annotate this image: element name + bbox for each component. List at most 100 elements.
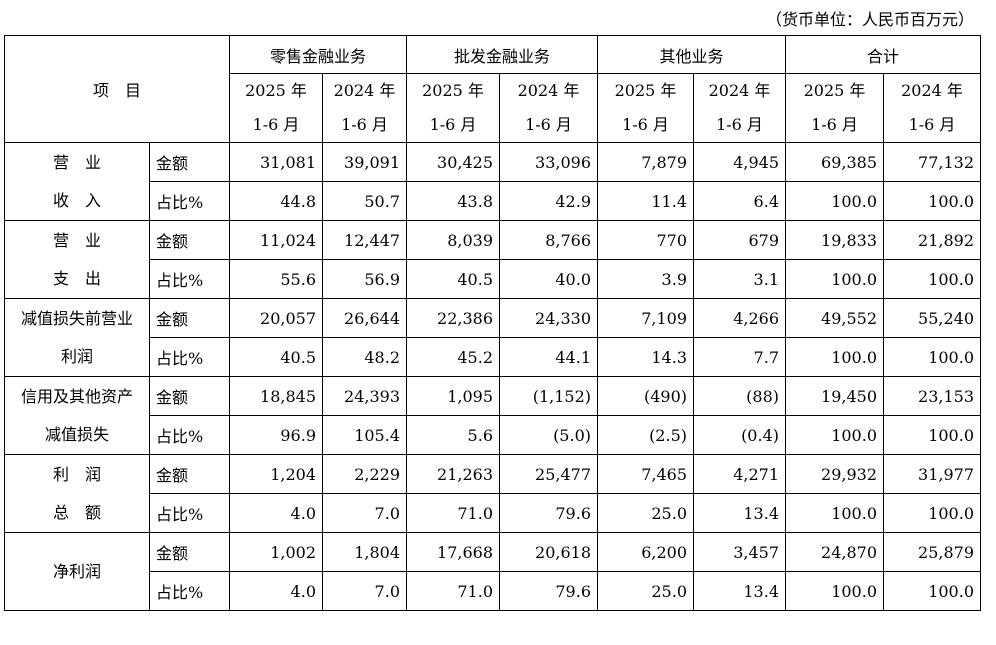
value-cell: 39,091 (322, 142, 407, 182)
value-cell: 3.9 (597, 259, 694, 299)
value-cell: 14.3 (597, 337, 694, 377)
value-cell: 44.1 (499, 337, 598, 377)
metric-label: 金额 (149, 298, 230, 338)
value-cell: 17,668 (406, 532, 500, 572)
value-cell: 1,002 (229, 532, 323, 572)
value-cell: 4,945 (693, 142, 786, 182)
value-cell: 25.0 (597, 493, 694, 533)
table-row: 净利润 金额 1,002 1,804 17,668 20,618 6,200 3,457 24,… (4, 532, 981, 611)
metric-label: 金额 (149, 454, 230, 494)
value-cell: 79.6 (499, 493, 598, 533)
value-cell: 7.7 (693, 337, 786, 377)
value-cell: 7.0 (322, 493, 407, 533)
value-cell: 7,879 (597, 142, 694, 182)
value-cell: 77,132 (883, 142, 981, 182)
value-cell: 100.0 (883, 337, 981, 377)
value-cell: 2,229 (322, 454, 407, 494)
value-cell: 100.0 (883, 259, 981, 299)
value-cell: 100.0 (785, 415, 884, 455)
table-row: 占比% 4.0 7.0 71.0 79.6 25.0 13.4 100.0 100.0 (5, 493, 981, 533)
metric-label: 金额 (149, 532, 230, 572)
header-row-periods: 2025 年 1-6 月 2024 年 1-6 月 2025 年 1-6 月 2024… (5, 73, 981, 143)
value-cell: 19,450 (785, 376, 884, 416)
value-cell: 7.0 (322, 571, 407, 611)
value-cell: 24,870 (785, 532, 884, 572)
header-period-cell: 2024 年 1-6 月 (499, 73, 598, 143)
value-cell: 25.0 (597, 571, 694, 611)
value-cell: 26,644 (322, 298, 407, 338)
currency-unit-note: （货币单位：人民币百万元） (765, 10, 974, 29)
value-cell: 100.0 (883, 571, 981, 611)
row-label: 营 业支 出 (4, 220, 150, 299)
value-cell: 13.4 (693, 493, 786, 533)
value-cell: (5.0) (499, 415, 598, 455)
value-cell: 5.6 (406, 415, 500, 455)
value-cell: 55,240 (883, 298, 981, 338)
value-cell: 8,039 (406, 220, 500, 260)
value-cell: 71.0 (406, 493, 500, 533)
value-cell: 100.0 (785, 493, 884, 533)
value-cell: 7,109 (597, 298, 694, 338)
value-cell: 96.9 (229, 415, 323, 455)
value-cell: (490) (597, 376, 694, 416)
value-cell: 19,833 (785, 220, 884, 260)
value-cell: 40.5 (406, 259, 500, 299)
row-label: 净利润 (4, 532, 150, 611)
value-cell: 45.2 (406, 337, 500, 377)
header-group-other: 其他业务 (597, 35, 786, 74)
table-row: 占比% 44.8 50.7 43.8 42.9 11.4 6.4 100.0 100.0 (5, 181, 981, 221)
row-label: 信用及其他资产 减值损失 (4, 376, 150, 455)
value-cell: 43.8 (406, 181, 500, 221)
header-group-retail: 零售金融业务 (229, 35, 407, 74)
metric-label: 占比% (149, 493, 230, 533)
value-cell: 42.9 (499, 181, 598, 221)
value-cell: 21,892 (883, 220, 981, 260)
value-cell: 100.0 (883, 493, 981, 533)
header-group-total: 合计 (785, 35, 981, 74)
header-row-groups: 项 目 零售金融业务 批发金融业务 其他业务 合计 (4, 35, 981, 143)
header-period-cell: 2025 年 1-6 月 (785, 73, 884, 143)
value-cell: (88) (693, 376, 786, 416)
value-cell: 13.4 (693, 571, 786, 611)
header-group-wholesale: 批发金融业务 (406, 35, 598, 74)
value-cell: 30,425 (406, 142, 500, 182)
value-cell: 23,153 (883, 376, 981, 416)
row-label: 营 业收 入 (4, 142, 150, 221)
value-cell: 71.0 (406, 571, 500, 611)
value-cell: 40.5 (229, 337, 323, 377)
header-period-cell: 2024 年 1-6 月 (883, 73, 981, 143)
value-cell: 100.0 (785, 181, 884, 221)
metric-label: 占比% (149, 259, 230, 299)
value-cell: 7,465 (597, 454, 694, 494)
value-cell: 100.0 (785, 259, 884, 299)
value-cell: 50.7 (322, 181, 407, 221)
segment-results-table: 项 目 零售金融业务 批发金融业务 其他业务 合计 2025 年 1-6 月 20… (4, 35, 981, 611)
value-cell: 100.0 (883, 181, 981, 221)
header-period-cell: 2024 年 1-6 月 (322, 73, 407, 143)
value-cell: 25,879 (883, 532, 981, 572)
value-cell: 4.0 (229, 571, 323, 611)
value-cell: 100.0 (785, 571, 884, 611)
metric-label: 占比% (149, 415, 230, 455)
value-cell: 20,057 (229, 298, 323, 338)
value-cell: 29,932 (785, 454, 884, 494)
metric-label: 金额 (149, 220, 230, 260)
value-cell: 770 (597, 220, 694, 260)
header-period-cell: 2025 年 1-6 月 (406, 73, 500, 143)
value-cell: 24,393 (322, 376, 407, 416)
value-cell: 49,552 (785, 298, 884, 338)
value-cell: 25,477 (499, 454, 598, 494)
value-cell: 31,081 (229, 142, 323, 182)
metric-label: 占比% (149, 571, 230, 611)
value-cell: 4,271 (693, 454, 786, 494)
value-cell: 100.0 (883, 415, 981, 455)
table-row: 占比% 96.9 105.4 5.6 (5.0) (2.5) (0.4) 100.0 100.0 (5, 415, 981, 455)
value-cell: 6,200 (597, 532, 694, 572)
value-cell: 69,385 (785, 142, 884, 182)
table-row: 占比% 55.6 56.9 40.5 40.0 3.9 3.1 100.0 100.0 (5, 259, 981, 299)
value-cell: 11,024 (229, 220, 323, 260)
row-label: 利 润总 额 (4, 454, 150, 533)
table-row: 营 业收 入金额 31,081 39,091 30,425 33,096 7,879 4,9… (4, 142, 981, 221)
value-cell: 55.6 (229, 259, 323, 299)
table-row: 利 润总 额金额 1,204 2,229 21,263 25,477 7,465 4,271… (4, 454, 981, 533)
